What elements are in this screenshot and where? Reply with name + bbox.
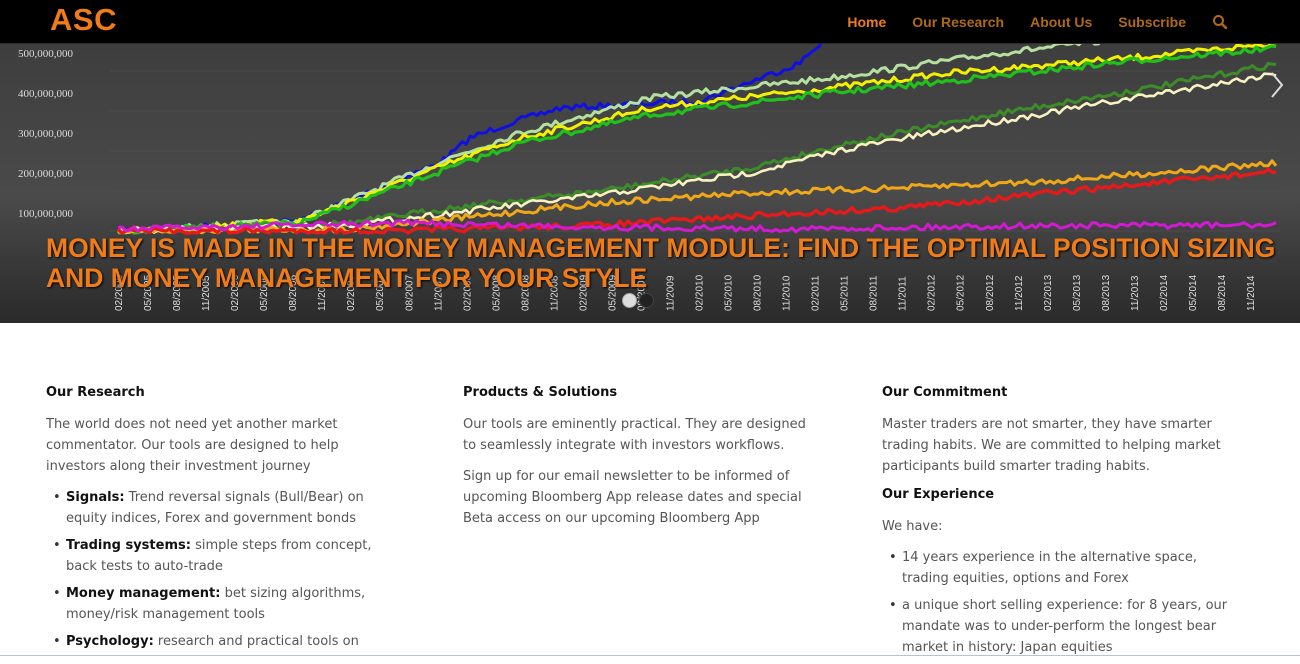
experience-intro: We have: — [882, 519, 943, 534]
chart-x-labels: 02/2005 05/2005 08/2005 11/2005 02/2006 05/20… — [114, 274, 1257, 311]
nav-item-home[interactable]: Home — [847, 13, 887, 30]
slider-dot-1[interactable] — [622, 293, 637, 308]
x-tick-label: 08/2007 — [404, 274, 415, 311]
x-tick-label: 08/2012 — [985, 274, 996, 311]
chart-series — [116, 43, 1278, 235]
list-item: Psychology: research and practical tools… — [53, 631, 376, 652]
nav-item-our-research[interactable]: Our Research — [912, 13, 1005, 30]
list-item: Trading systems: simple steps from conce… — [53, 535, 376, 577]
x-tick-label: 08/2005 — [172, 274, 183, 311]
hero-slider: 100,000,000 200,000,000 300,000,000 400,000… — [0, 43, 1300, 323]
y-tick-label: 200,000,000 — [18, 168, 74, 180]
x-tick-label: 11/2009 — [665, 275, 676, 311]
x-tick-label: 02/2010 — [695, 274, 706, 311]
y-tick-label: 300,000,000 — [18, 128, 74, 140]
list-item: Money management: bet sizing algorithms,… — [53, 583, 376, 625]
x-tick-label: 02/2007 — [346, 274, 357, 311]
chart-series-line-6 — [117, 72, 1277, 234]
x-tick-label: 11/2008 — [549, 275, 560, 311]
our-research-intro: The world does not need yet another mark… — [46, 417, 339, 474]
x-tick-label: 08/2010 — [753, 274, 764, 311]
x-tick-label: 05/2006 — [259, 274, 270, 311]
x-tick-label: 11/2013 — [1130, 275, 1141, 311]
x-tick-label: 02/2013 — [1043, 274, 1054, 311]
x-tick-label: 08/2009 — [636, 274, 647, 311]
search-icon[interactable] — [1212, 14, 1228, 30]
x-tick-label: 05/2012 — [956, 274, 967, 311]
research-list: Signals: Trend reversal signals (Bull/Be… — [46, 487, 376, 652]
slider-dot-2[interactable] — [639, 293, 654, 308]
y-tick-label: 400,000,000 — [18, 88, 74, 100]
list-item-term: Trading systems: — [66, 538, 191, 553]
products-paragraph-1: Our tools are eminently practical. They … — [463, 417, 806, 453]
x-tick-label: 05/2014 — [1188, 274, 1199, 311]
list-item: 14 years experience in the alternative s… — [889, 547, 1232, 589]
x-tick-label: 02/2005 — [114, 274, 125, 311]
list-item-text: research and practical tools on — [153, 634, 359, 649]
top-navbar: ASC Home Our Research About Us Subscribe — [0, 0, 1300, 44]
x-tick-label: 02/2014 — [1159, 274, 1170, 311]
chart-series-line-9 — [117, 218, 1277, 234]
list-item-term: Signals: — [66, 490, 125, 505]
list-item-term: Money management: — [66, 586, 221, 601]
x-tick-label: 05/2007 — [375, 274, 386, 311]
our-experience-heading: Our Experience — [882, 487, 995, 502]
x-tick-label: 02/2011 — [811, 275, 822, 311]
y-tick-label: 100,000,000 — [18, 208, 74, 220]
chart-y-labels: 100,000,000 200,000,000 300,000,000 400,000… — [18, 48, 74, 220]
chevron-right-icon[interactable] — [1262, 63, 1292, 107]
logo[interactable]: ASC — [50, 2, 117, 37]
x-tick-label: 11/2010 — [782, 275, 793, 311]
hero-chart-image: 100,000,000 200,000,000 300,000,000 400,000… — [0, 43, 1300, 323]
x-tick-label: 08/2006 — [288, 274, 299, 311]
list-item-term: Psychology: — [66, 634, 154, 649]
x-tick-label: 05/2009 — [607, 274, 618, 311]
x-tick-label: 05/2013 — [1072, 274, 1083, 311]
products-paragraph-2: Sign up for our email newsletter to be i… — [463, 469, 802, 526]
products-solutions-column: Products & Solutions Our tools are emine… — [463, 385, 813, 539]
products-solutions-heading: Products & Solutions — [463, 385, 618, 400]
chart-series-line-8 — [116, 167, 1277, 235]
x-tick-label: 05/2008 — [491, 274, 502, 311]
our-research-heading: Our Research — [46, 385, 145, 400]
experience-list: 14 years experience in the alternative s… — [882, 547, 1232, 658]
our-commitment-heading: Our Commitment — [882, 385, 1008, 400]
x-tick-label: 02/2006 — [230, 274, 241, 311]
list-item-text: simple steps from concept, back tests to… — [66, 538, 372, 574]
x-tick-label: 02/2012 — [927, 274, 938, 311]
list-item: Signals: Trend reversal signals (Bull/Be… — [53, 487, 376, 529]
list-item-text: Trend reversal signals (Bull/Bear) on eq… — [66, 490, 364, 526]
x-tick-label: 05/2011 — [840, 275, 851, 311]
x-tick-label: 02/2009 — [578, 274, 589, 311]
main-menu: Home Our Research About Us Subscribe — [847, 0, 1300, 43]
x-tick-label: 11/2007 — [433, 275, 444, 311]
list-item-text: bet sizing algorithms, money/risk manage… — [66, 586, 366, 622]
x-tick-label: 08/2014 — [1217, 274, 1228, 311]
x-tick-label: 08/2011 — [869, 275, 880, 311]
commitment-paragraph: Master traders are not smarter, they hav… — [882, 417, 1221, 474]
x-tick-label: 11/2014 — [1246, 275, 1257, 311]
x-tick-label: 08/2008 — [520, 274, 531, 311]
x-tick-label: 11/2005 — [201, 275, 212, 311]
nav-item-about-us[interactable]: About Us — [1030, 13, 1093, 30]
our-commitment-column: Our Commitment Master traders are not sm… — [882, 385, 1232, 664]
x-tick-label: 02/2008 — [462, 274, 473, 311]
y-tick-label: 500,000,000 — [18, 48, 74, 60]
x-tick-label: 08/2013 — [1101, 274, 1112, 311]
nav-item-subscribe[interactable]: Subscribe — [1118, 13, 1186, 30]
hero-caption: MONEY IS MADE IN THE MONEY MANAGEMENT MO… — [46, 233, 1276, 293]
page-bottom-border — [0, 655, 1300, 656]
x-tick-label: 11/2012 — [1014, 275, 1025, 311]
our-research-column: Our Research The world does not need yet… — [46, 385, 376, 658]
slider-pagination — [622, 293, 654, 308]
x-tick-label: 11/2006 — [317, 275, 328, 311]
chart-series-line-4 — [117, 44, 1277, 235]
x-tick-label: 05/2005 — [143, 274, 154, 311]
x-tick-label: 05/2010 — [724, 274, 735, 311]
list-item: a unique short selling experience: for 8… — [889, 595, 1232, 658]
x-tick-label: 11/2011 — [898, 276, 909, 311]
